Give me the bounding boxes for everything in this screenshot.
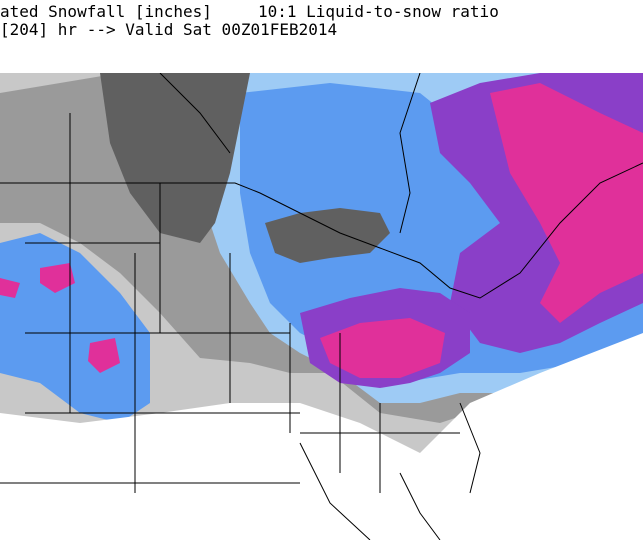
snow-dark-gray-nw [100, 73, 250, 243]
snow-dark-gray-on [265, 208, 390, 263]
snow-pink-rockies [0, 263, 120, 373]
no-snow-south [0, 333, 643, 540]
snow-blue-rockies [0, 233, 150, 423]
border-south [299, 402, 481, 540]
title-right: 10:1 Liquid-to-snow ratio [258, 2, 499, 21]
border-us-canada [0, 162, 643, 299]
title-left: ated Snowfall [inches] [0, 2, 212, 21]
map [0, 73, 643, 540]
border-states [0, 113, 460, 493]
borders [0, 73, 643, 540]
valid-line: [204] hr --> Valid Sat 00Z01FEB2014 [0, 20, 338, 39]
border-provinces [159, 73, 421, 234]
snow-magenta-gl [320, 318, 445, 378]
snow-magenta-qc [490, 83, 643, 323]
